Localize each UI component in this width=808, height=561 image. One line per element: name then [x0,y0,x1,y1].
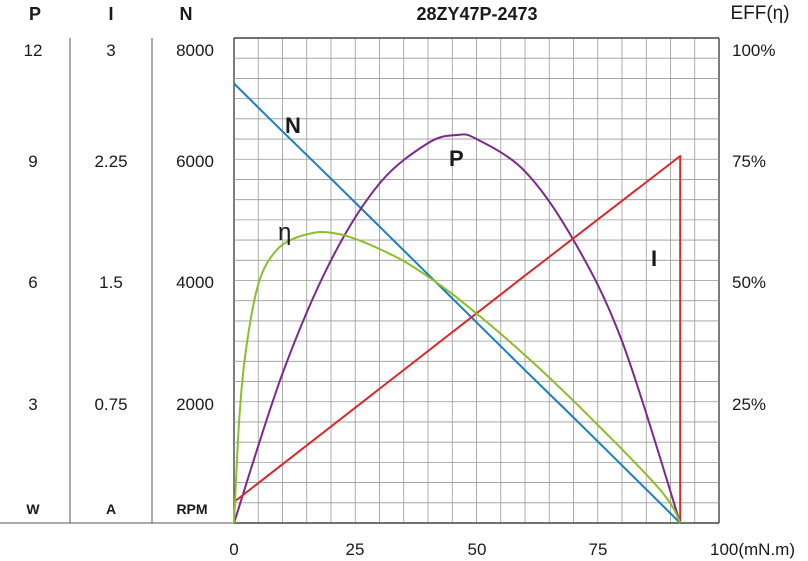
series-line-n [233,82,681,524]
curves-layer [233,82,682,524]
n-axis-unit: RPM [176,501,207,517]
chart-title: 28ZY47P-2473 [416,4,537,24]
eff-tick-label: 50% [732,273,766,292]
n-tick-label: 4000 [176,273,214,292]
x-tick-label: 25 [346,540,365,559]
i-axis-ticks: 3 2.25 1.5 0.75 [94,41,127,414]
p-axis-unit: W [26,501,40,517]
series-label-p: P [449,146,464,171]
series-label-i: I [651,246,657,271]
series-label-n: N [285,113,301,138]
p-axis-ticks: 12 9 6 3 [24,41,43,414]
n-axis-ticks: 8000 6000 4000 2000 [176,41,214,414]
p-tick-label: 12 [24,41,43,60]
p-axis-header: P [29,4,41,24]
x-tick-label: 100(mN.m) [710,540,795,559]
series-line-i [233,155,682,523]
n-tick-label: 2000 [176,395,214,414]
plot-grid [233,37,720,524]
series-line-eff [233,231,682,524]
eff-tick-label: 75% [732,152,766,171]
i-tick-label: 1.5 [99,273,123,292]
i-axis-unit: A [106,501,116,517]
i-tick-label: 3 [106,41,115,60]
n-axis-header: N [180,4,193,24]
x-tick-label: 0 [229,540,238,559]
x-axis-ticks: 0 25 50 75 100(mN.m) [229,540,795,559]
p-tick-label: 3 [28,395,37,414]
n-tick-label: 8000 [176,41,214,60]
x-tick-label: 75 [589,540,608,559]
x-tick-label: 50 [468,540,487,559]
series-line-p [233,133,682,524]
i-tick-label: 2.25 [94,152,127,171]
eff-axis-header: EFF(η) [730,3,789,24]
eff-tick-label: 25% [732,395,766,414]
p-tick-label: 9 [28,152,37,171]
p-tick-label: 6 [28,273,37,292]
eff-axis-ticks: 100% 75% 50% 25% [732,41,775,414]
i-tick-label: 0.75 [94,395,127,414]
i-axis-header: I [108,4,113,24]
eff-tick-label: 100% [732,41,775,60]
n-tick-label: 6000 [176,152,214,171]
series-label-eff: η [278,219,291,246]
